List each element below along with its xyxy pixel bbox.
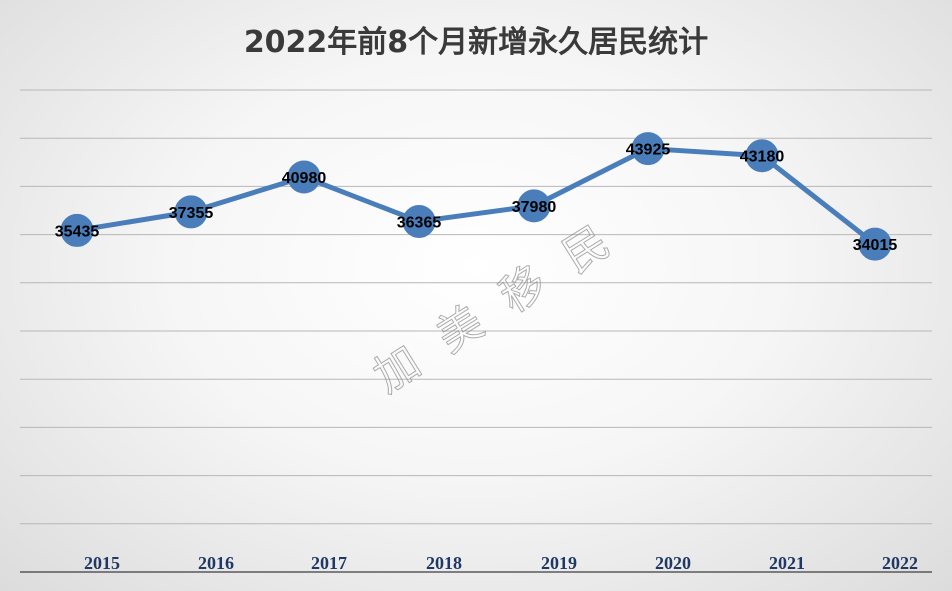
gridlines [20, 89, 932, 525]
x-tick-label: 2016 [198, 553, 234, 573]
series-line [74, 146, 878, 247]
data-label: 37980 [512, 199, 557, 216]
series-line-group [74, 146, 878, 247]
point-markers [60, 132, 892, 261]
watermark-char: 加 [365, 336, 429, 403]
x-tick-label: 2022 [882, 553, 918, 573]
x-tick-label: 2019 [541, 553, 577, 573]
data-point [402, 204, 436, 238]
data-label: 34015 [853, 237, 898, 254]
watermark-char: 民 [554, 216, 618, 283]
chart-title: 2022年前8个月新增永久居民统计 [244, 25, 708, 60]
data-label: 43925 [626, 142, 671, 159]
data-label: 35435 [55, 223, 100, 240]
x-tick-label: 2020 [655, 553, 691, 573]
data-point [60, 213, 94, 247]
watermark-char: 移 [491, 256, 555, 323]
data-point [517, 189, 551, 223]
x-tick-label: 2017 [311, 553, 347, 573]
data-point [631, 132, 665, 166]
data-label: 43180 [740, 149, 785, 166]
data-point [745, 139, 779, 173]
watermark-char: 美 [428, 296, 492, 363]
data-label: 36365 [397, 214, 442, 231]
data-label: 37355 [169, 205, 214, 222]
data-point [287, 160, 321, 194]
data-labels: 35435 37355 40980 36365 37980 43925 43180 34015 [55, 142, 898, 255]
data-point [174, 195, 208, 229]
data-point [858, 227, 892, 261]
data-label: 40980 [282, 170, 327, 187]
x-tick-label: 2021 [769, 553, 805, 573]
x-tick-label: 2015 [84, 553, 120, 573]
x-tick-labels: 2015 2016 2017 2018 2019 2020 2021 2022 [84, 553, 918, 573]
x-tick-label: 2018 [426, 553, 462, 573]
